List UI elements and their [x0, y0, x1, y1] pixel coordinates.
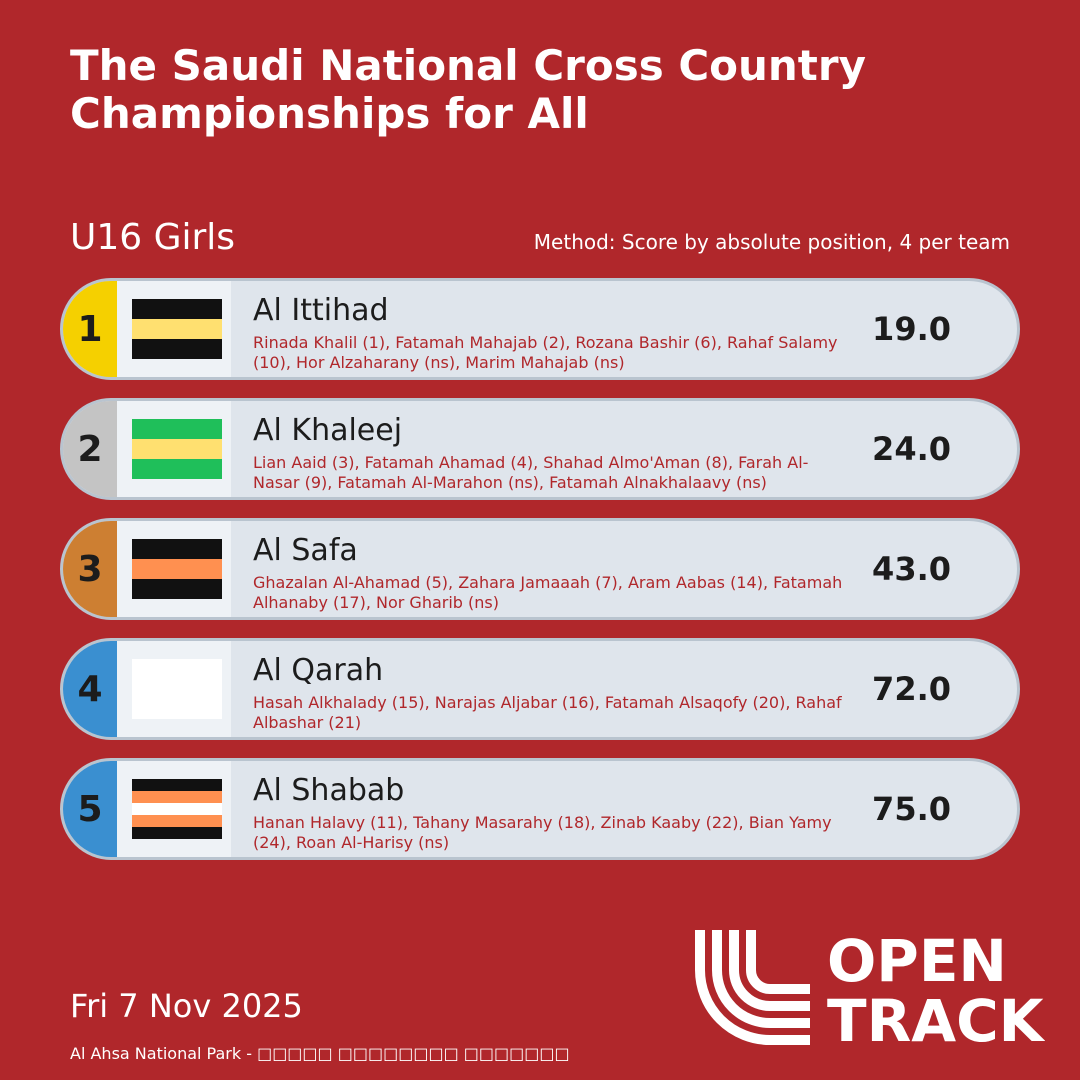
scoring-method: Method: Score by absolute position, 4 pe…: [533, 230, 1010, 254]
opentrack-logo: OPEN TRACK: [695, 927, 1045, 1045]
team-flag-panel: [117, 281, 231, 377]
team-flag-icon: [132, 659, 222, 719]
result-row: 4 Al Qarah Hasah Alkhalady (15), Narajas A…: [60, 638, 1020, 740]
flag-stripe: [132, 791, 222, 803]
team-score: 24.0: [872, 430, 951, 468]
category-label: U16 Girls: [70, 217, 236, 258]
event-venue: Al Ahsa National Park - □□□□□ □□□□□□□□ □…: [70, 1044, 570, 1063]
flag-stripe: [132, 659, 222, 719]
result-row: 1 Al Ittihad Rinada Khalil (1), Fatamah Ma…: [60, 278, 1020, 380]
team-athletes: Rinada Khalil (1), Fatamah Mahajab (2), …: [253, 333, 838, 372]
rank-badge: 1: [63, 281, 117, 377]
flag-stripe: [132, 459, 222, 479]
result-row: 2 Al Khaleej Lian Aaid (3), Fatamah Ahamad…: [60, 398, 1020, 500]
team-score: 75.0: [872, 790, 951, 828]
team-flag-panel: [117, 761, 231, 857]
team-flag-panel: [117, 641, 231, 737]
team-flag-icon: [132, 779, 222, 839]
team-flag-icon: [132, 299, 222, 359]
logo-text-open: OPEN: [827, 927, 1007, 995]
team-score: 19.0: [872, 310, 951, 348]
rank-badge: 5: [63, 761, 117, 857]
flag-stripe: [132, 559, 222, 579]
team-name: Al Ittihad: [253, 293, 389, 328]
team-flag-icon: [132, 419, 222, 479]
team-flag-icon: [132, 539, 222, 599]
team-name: Al Khaleej: [253, 413, 403, 448]
team-athletes: Ghazalan Al-Ahamad (5), Zahara Jamaaah (…: [253, 573, 843, 612]
flag-stripe: [132, 439, 222, 459]
rank-badge: 2: [63, 401, 117, 497]
result-row: 3 Al Safa Ghazalan Al-Ahamad (5), Zahara J…: [60, 518, 1020, 620]
rank-badge: 4: [63, 641, 117, 737]
flag-stripe: [132, 579, 222, 599]
team-score: 72.0: [872, 670, 951, 708]
team-name: Al Safa: [253, 533, 358, 568]
flag-stripe: [132, 319, 222, 339]
flag-stripe: [132, 827, 222, 839]
flag-stripe: [132, 803, 222, 815]
flag-stripe: [132, 539, 222, 559]
team-flag-panel: [117, 401, 231, 497]
team-name: Al Shabab: [253, 773, 405, 808]
team-athletes: Lian Aaid (3), Fatamah Ahamad (4), Shaha…: [253, 453, 809, 492]
logo-arc-4-icon: [746, 930, 810, 994]
logo-arc-2-icon: [712, 930, 810, 1028]
rank-badge: 3: [63, 521, 117, 617]
team-athletes: Hanan Halavy (11), Tahany Masarahy (18),…: [253, 813, 832, 852]
flag-stripe: [132, 339, 222, 359]
team-athletes: Hasah Alkhalady (15), Narajas Aljabar (1…: [253, 693, 842, 732]
team-flag-panel: [117, 521, 231, 617]
page-title: The Saudi National Cross Country Champio…: [70, 41, 866, 138]
flag-stripe: [132, 815, 222, 827]
logo-arc-3-icon: [729, 930, 810, 1011]
flag-stripe: [132, 299, 222, 319]
team-score: 43.0: [872, 550, 951, 588]
logo-text-track: TRACK: [827, 987, 1045, 1045]
flag-stripe: [132, 419, 222, 439]
team-name: Al Qarah: [253, 653, 384, 688]
logo-arc-1-icon: [695, 930, 810, 1045]
result-row: 5 Al Shabab Hanan Halavy (11), Tahany Masa…: [60, 758, 1020, 860]
event-date: Fri 7 Nov 2025: [70, 987, 303, 1025]
flag-stripe: [132, 779, 222, 791]
